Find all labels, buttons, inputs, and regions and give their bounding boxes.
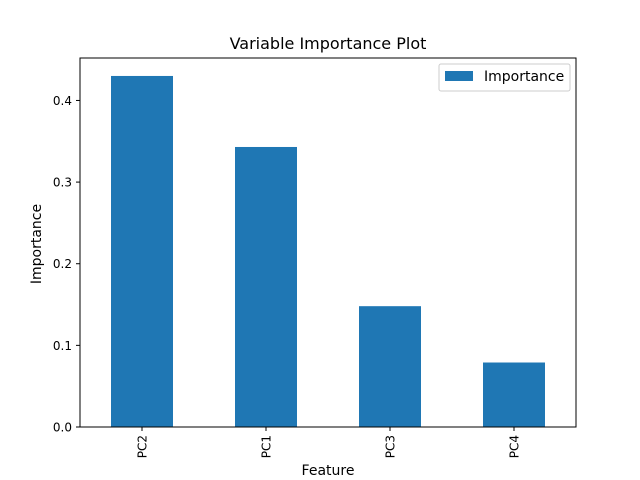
bar-pc2 [111, 75, 173, 428]
bar-pc4 [483, 362, 545, 427]
y-tick-label: 0.1 [53, 339, 72, 353]
x-axis-label: Feature [302, 463, 355, 479]
bar-pc3 [359, 306, 421, 427]
y-tick-label: 0.3 [53, 176, 72, 190]
y-tick-label: 0.2 [53, 257, 72, 271]
y-tick-label: 0.4 [53, 94, 72, 108]
legend-frame [438, 63, 571, 92]
bars-layer [111, 75, 545, 428]
x-tick-label-pc4: PC4 [508, 435, 522, 458]
chart-title: Variable Importance Plot [230, 34, 427, 53]
x-tick-label-pc2: PC2 [136, 435, 150, 458]
bar-pc1 [235, 146, 297, 428]
plot-frame [79, 57, 577, 428]
y-axis-label: Importance [29, 204, 45, 284]
x-tick-label-pc1: PC1 [260, 435, 274, 458]
axes-layer: 0.0 0.1 0.2 0.3 0.4 PC2 PC1 PC3 PC4 [53, 57, 577, 458]
x-tick-label-pc3: PC3 [384, 435, 398, 458]
legend-label: Importance [484, 69, 564, 85]
legend: Importance [438, 63, 571, 92]
y-tick-label: 0.0 [53, 421, 72, 435]
legend-swatch [445, 71, 473, 81]
